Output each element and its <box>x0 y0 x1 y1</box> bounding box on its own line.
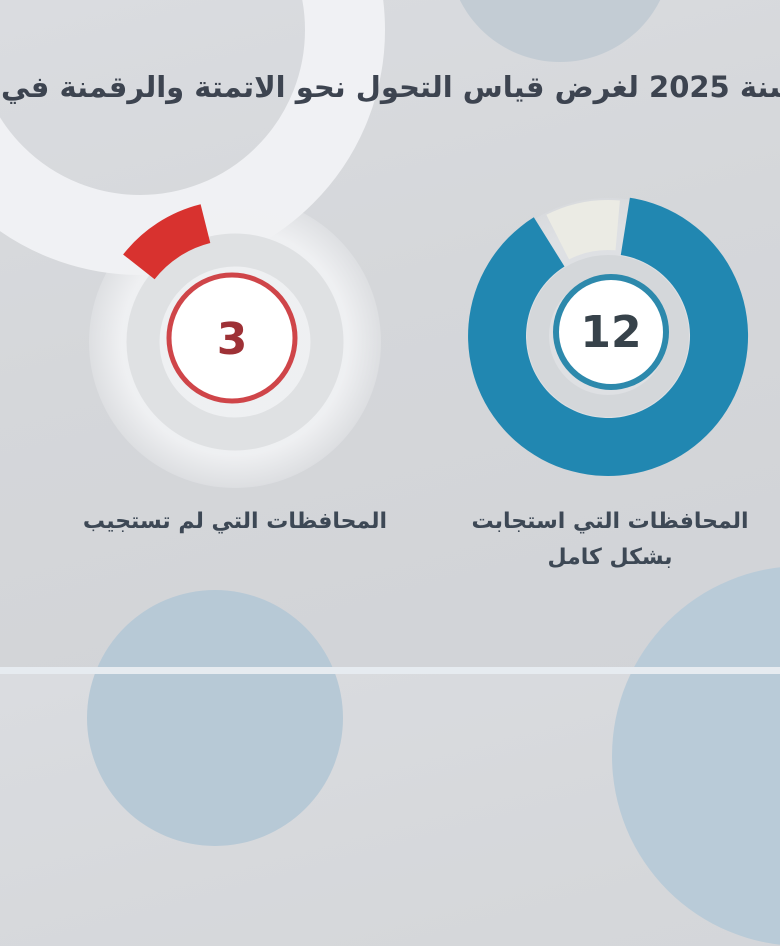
gray-track-ring <box>126 233 344 451</box>
responded-label-line1: المحافظات التي استجابت <box>471 509 749 534</box>
center-circle-red <box>166 272 298 404</box>
page-title: ة سنة 2025 لغرض قياس التحول نحو الاتمتة … <box>0 70 780 104</box>
not-responded-value: 3 <box>216 314 248 365</box>
gap-segment <box>546 199 620 260</box>
inner-gray-ring <box>527 255 689 417</box>
center-circle-teal <box>553 274 669 390</box>
responded-label-line2: بشكل كامل <box>547 545 673 570</box>
not-responded-label: المحافظات التي لم تستجيب <box>82 509 388 534</box>
bottom-edge-strip <box>0 667 780 674</box>
decorative-circle-bottom-left <box>87 590 343 846</box>
teal-segment <box>468 197 749 476</box>
red-segment <box>123 204 211 280</box>
decorative-circle-bottom-right <box>612 566 780 946</box>
donut-chart-not-responded <box>123 204 344 451</box>
donut-chart-responded <box>468 197 749 476</box>
responded-value: 12 <box>580 307 642 358</box>
responded-label: المحافظات التي استجابت بشكل كامل <box>430 504 780 576</box>
decorative-circle-top-right <box>448 0 672 62</box>
